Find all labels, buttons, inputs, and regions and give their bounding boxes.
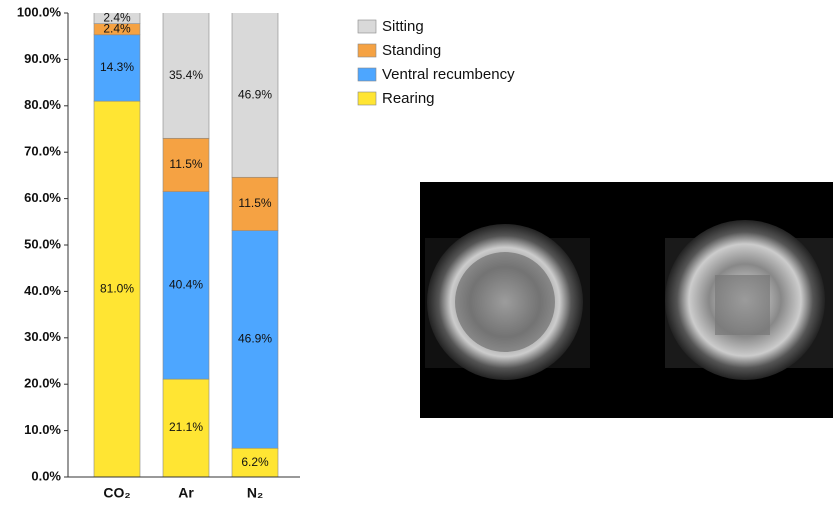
bars: 81.0% 14.3% 2.4%2.4% 21.1% 40.4% 11.5% 35.4% 6.… bbox=[93, 11, 279, 477]
bar-segment bbox=[93, 100, 141, 477]
bar-segment bbox=[162, 191, 210, 380]
value-label: 11.5% bbox=[238, 196, 271, 210]
legend-swatch bbox=[357, 91, 377, 106]
bar-segment bbox=[162, 137, 210, 192]
value-label: 21.1% bbox=[169, 420, 203, 434]
value-label: 46.9% bbox=[238, 87, 272, 101]
y-tick-label: 40.0% bbox=[24, 283, 61, 298]
legend-swatch bbox=[357, 43, 377, 58]
legend-swatch bbox=[357, 19, 377, 34]
legend-label: Sitting bbox=[382, 18, 424, 35]
x-tick-label: N₂ bbox=[247, 485, 263, 501]
bar-segment bbox=[162, 13, 210, 139]
x-tick-label: Ar bbox=[178, 485, 194, 501]
y-tick-label: 70.0% bbox=[24, 144, 61, 159]
legend-label: Ventral recumbency bbox=[382, 66, 515, 83]
bar-segment bbox=[231, 13, 279, 178]
x-tick-label: CO₂ bbox=[103, 485, 130, 501]
value-label: 2.4% bbox=[103, 11, 131, 25]
bar-segment bbox=[162, 378, 210, 477]
legend-swatch bbox=[357, 67, 377, 82]
value-label: 11.5% bbox=[169, 157, 202, 171]
y-tick-label: 90.0% bbox=[24, 51, 61, 66]
y-tick-label: 20.0% bbox=[24, 376, 61, 391]
y-tick-label: 30.0% bbox=[24, 329, 61, 344]
y-tick-label: 0.0% bbox=[31, 468, 61, 483]
bar-segment bbox=[231, 447, 279, 477]
legend-label: Standing bbox=[382, 42, 441, 59]
bar-segment bbox=[231, 230, 279, 449]
chart: 0.0% 10.0% 20.0% 30.0% 40.0% 50.0% 60.0% 70.0% 8… bbox=[17, 4, 515, 501]
value-label: 14.3% bbox=[100, 60, 134, 74]
bar-segment bbox=[93, 13, 141, 24]
y-tick-label: 80.0% bbox=[24, 97, 61, 112]
value-label: 2.4% bbox=[103, 21, 131, 35]
bar-segment bbox=[93, 34, 141, 102]
photo bbox=[420, 182, 833, 418]
value-label: 6.2% bbox=[241, 455, 269, 469]
legend-label: Rearing bbox=[382, 90, 435, 107]
y-tick-label: 100.0% bbox=[17, 4, 62, 19]
value-label: 46.9% bbox=[238, 332, 272, 346]
value-label: 81.0% bbox=[100, 281, 134, 295]
y-tick-label: 60.0% bbox=[24, 190, 61, 205]
y-tick-label: 50.0% bbox=[24, 236, 61, 251]
value-label: 35.4% bbox=[169, 68, 203, 82]
value-label: 40.4% bbox=[169, 278, 203, 292]
bar-segment bbox=[231, 176, 279, 231]
y-tick-label: 10.0% bbox=[24, 422, 61, 437]
